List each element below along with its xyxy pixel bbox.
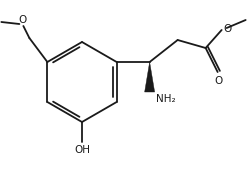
Text: O: O <box>214 76 222 86</box>
Text: NH₂: NH₂ <box>155 94 174 104</box>
Text: OH: OH <box>74 145 90 155</box>
Text: O: O <box>18 15 26 25</box>
Text: O: O <box>223 24 231 34</box>
Polygon shape <box>144 62 154 92</box>
